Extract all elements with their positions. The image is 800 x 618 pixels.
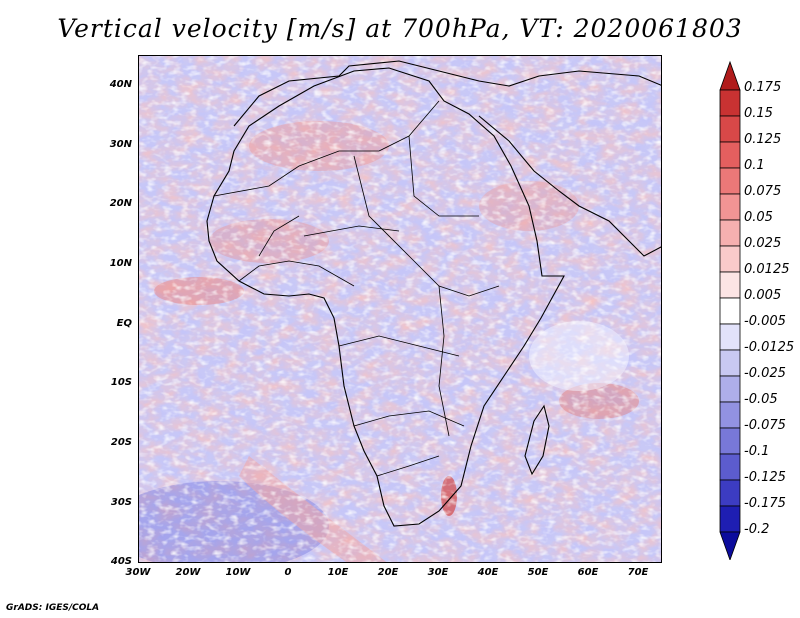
vertical-velocity-field — [139, 56, 661, 562]
lon-label-40e: 40E — [477, 567, 499, 578]
colorbar-segment — [719, 505, 741, 533]
colorbar-label-5: 0.05 — [744, 210, 773, 225]
arabia-coast — [478, 115, 661, 257]
colorbar-segment — [719, 479, 741, 507]
lat-label-10s: 10S — [110, 377, 132, 388]
colorbar-segment — [719, 375, 741, 403]
lon-label-60e: 60E — [577, 567, 599, 578]
coastlines — [206, 60, 661, 527]
colorbar-label-4: 0.075 — [744, 184, 782, 199]
colorbar-label-2: 0.125 — [744, 132, 782, 147]
lon-label-10e: 10E — [327, 567, 349, 578]
map-plot-area[interactable] — [138, 55, 662, 563]
field-fine-texture — [139, 56, 661, 562]
lon-label-50e: 50E — [527, 567, 549, 578]
colorbar-segment — [719, 193, 741, 221]
lat-label-20n: 20N — [109, 198, 132, 209]
colorbar-label-14: -0.1 — [744, 444, 770, 459]
colorbar-label-6: 0.025 — [744, 236, 782, 251]
lat-label-10n: 10N — [109, 258, 132, 269]
lon-label-20w: 20W — [175, 567, 201, 578]
lon-label-20e: 20E — [377, 567, 399, 578]
africa-coastline — [206, 67, 565, 527]
country-borders — [213, 100, 500, 477]
lon-label-30e: 30E — [427, 567, 449, 578]
colorbar-segment — [719, 349, 741, 377]
colorbar-label-17: -0.2 — [744, 522, 770, 537]
colorbar-segment — [719, 167, 741, 195]
colorbar-segments — [719, 60, 741, 560]
colorbar-segment — [719, 141, 741, 169]
colorbar-label-13: -0.075 — [744, 418, 786, 433]
lat-label-40s: 40S — [110, 556, 132, 567]
colorbar-label-10: -0.0125 — [744, 340, 795, 355]
colorbar-label-16: -0.175 — [744, 496, 786, 511]
lon-label-0: 0 — [284, 567, 292, 578]
colorbar-segment — [719, 89, 741, 117]
lon-label-10w: 10W — [225, 567, 251, 578]
colorbar-top-arrow — [719, 60, 741, 91]
colorbar-segment — [719, 401, 741, 429]
colorbar-segment — [719, 219, 741, 247]
colorbar-label-3: 0.1 — [744, 158, 765, 173]
colorbar — [719, 60, 741, 560]
colorbar-segment — [719, 115, 741, 143]
lon-label-70e: 70E — [627, 567, 649, 578]
colorbar-segment — [719, 453, 741, 481]
colorbar-segment — [719, 427, 741, 455]
europe-coast — [233, 60, 661, 127]
lon-label-30w: 30W — [125, 567, 151, 578]
madagascar-outline — [524, 404, 550, 476]
colorbar-label-7: 0.0125 — [744, 262, 790, 277]
colorbar-label-11: -0.025 — [744, 366, 786, 381]
colorbar-label-8: 0.005 — [744, 288, 782, 303]
lat-label-eq: EQ — [116, 318, 132, 329]
colorbar-label-15: -0.125 — [744, 470, 786, 485]
lat-label-20s: 20S — [110, 437, 132, 448]
colorbar-label-9: -0.005 — [744, 314, 786, 329]
colorbar-segment — [719, 323, 741, 351]
colorbar-segment — [719, 271, 741, 299]
colorbar-segment — [719, 245, 741, 273]
colorbar-label-12: -0.05 — [744, 392, 778, 407]
colorbar-bottom-arrow — [719, 531, 741, 560]
colorbar-label-1: 0.15 — [744, 106, 773, 121]
colorbar-segment — [719, 297, 741, 325]
map-title: Vertical velocity [m/s] at 700hPa, VT: 2… — [57, 14, 743, 43]
lat-label-30n: 30N — [109, 139, 132, 150]
lat-label-30s: 30S — [110, 497, 132, 508]
colorbar-label-0: 0.175 — [744, 80, 782, 95]
lat-label-40n: 40N — [109, 79, 132, 90]
grads-credit: GrADS: IGES/COLA — [6, 603, 100, 613]
